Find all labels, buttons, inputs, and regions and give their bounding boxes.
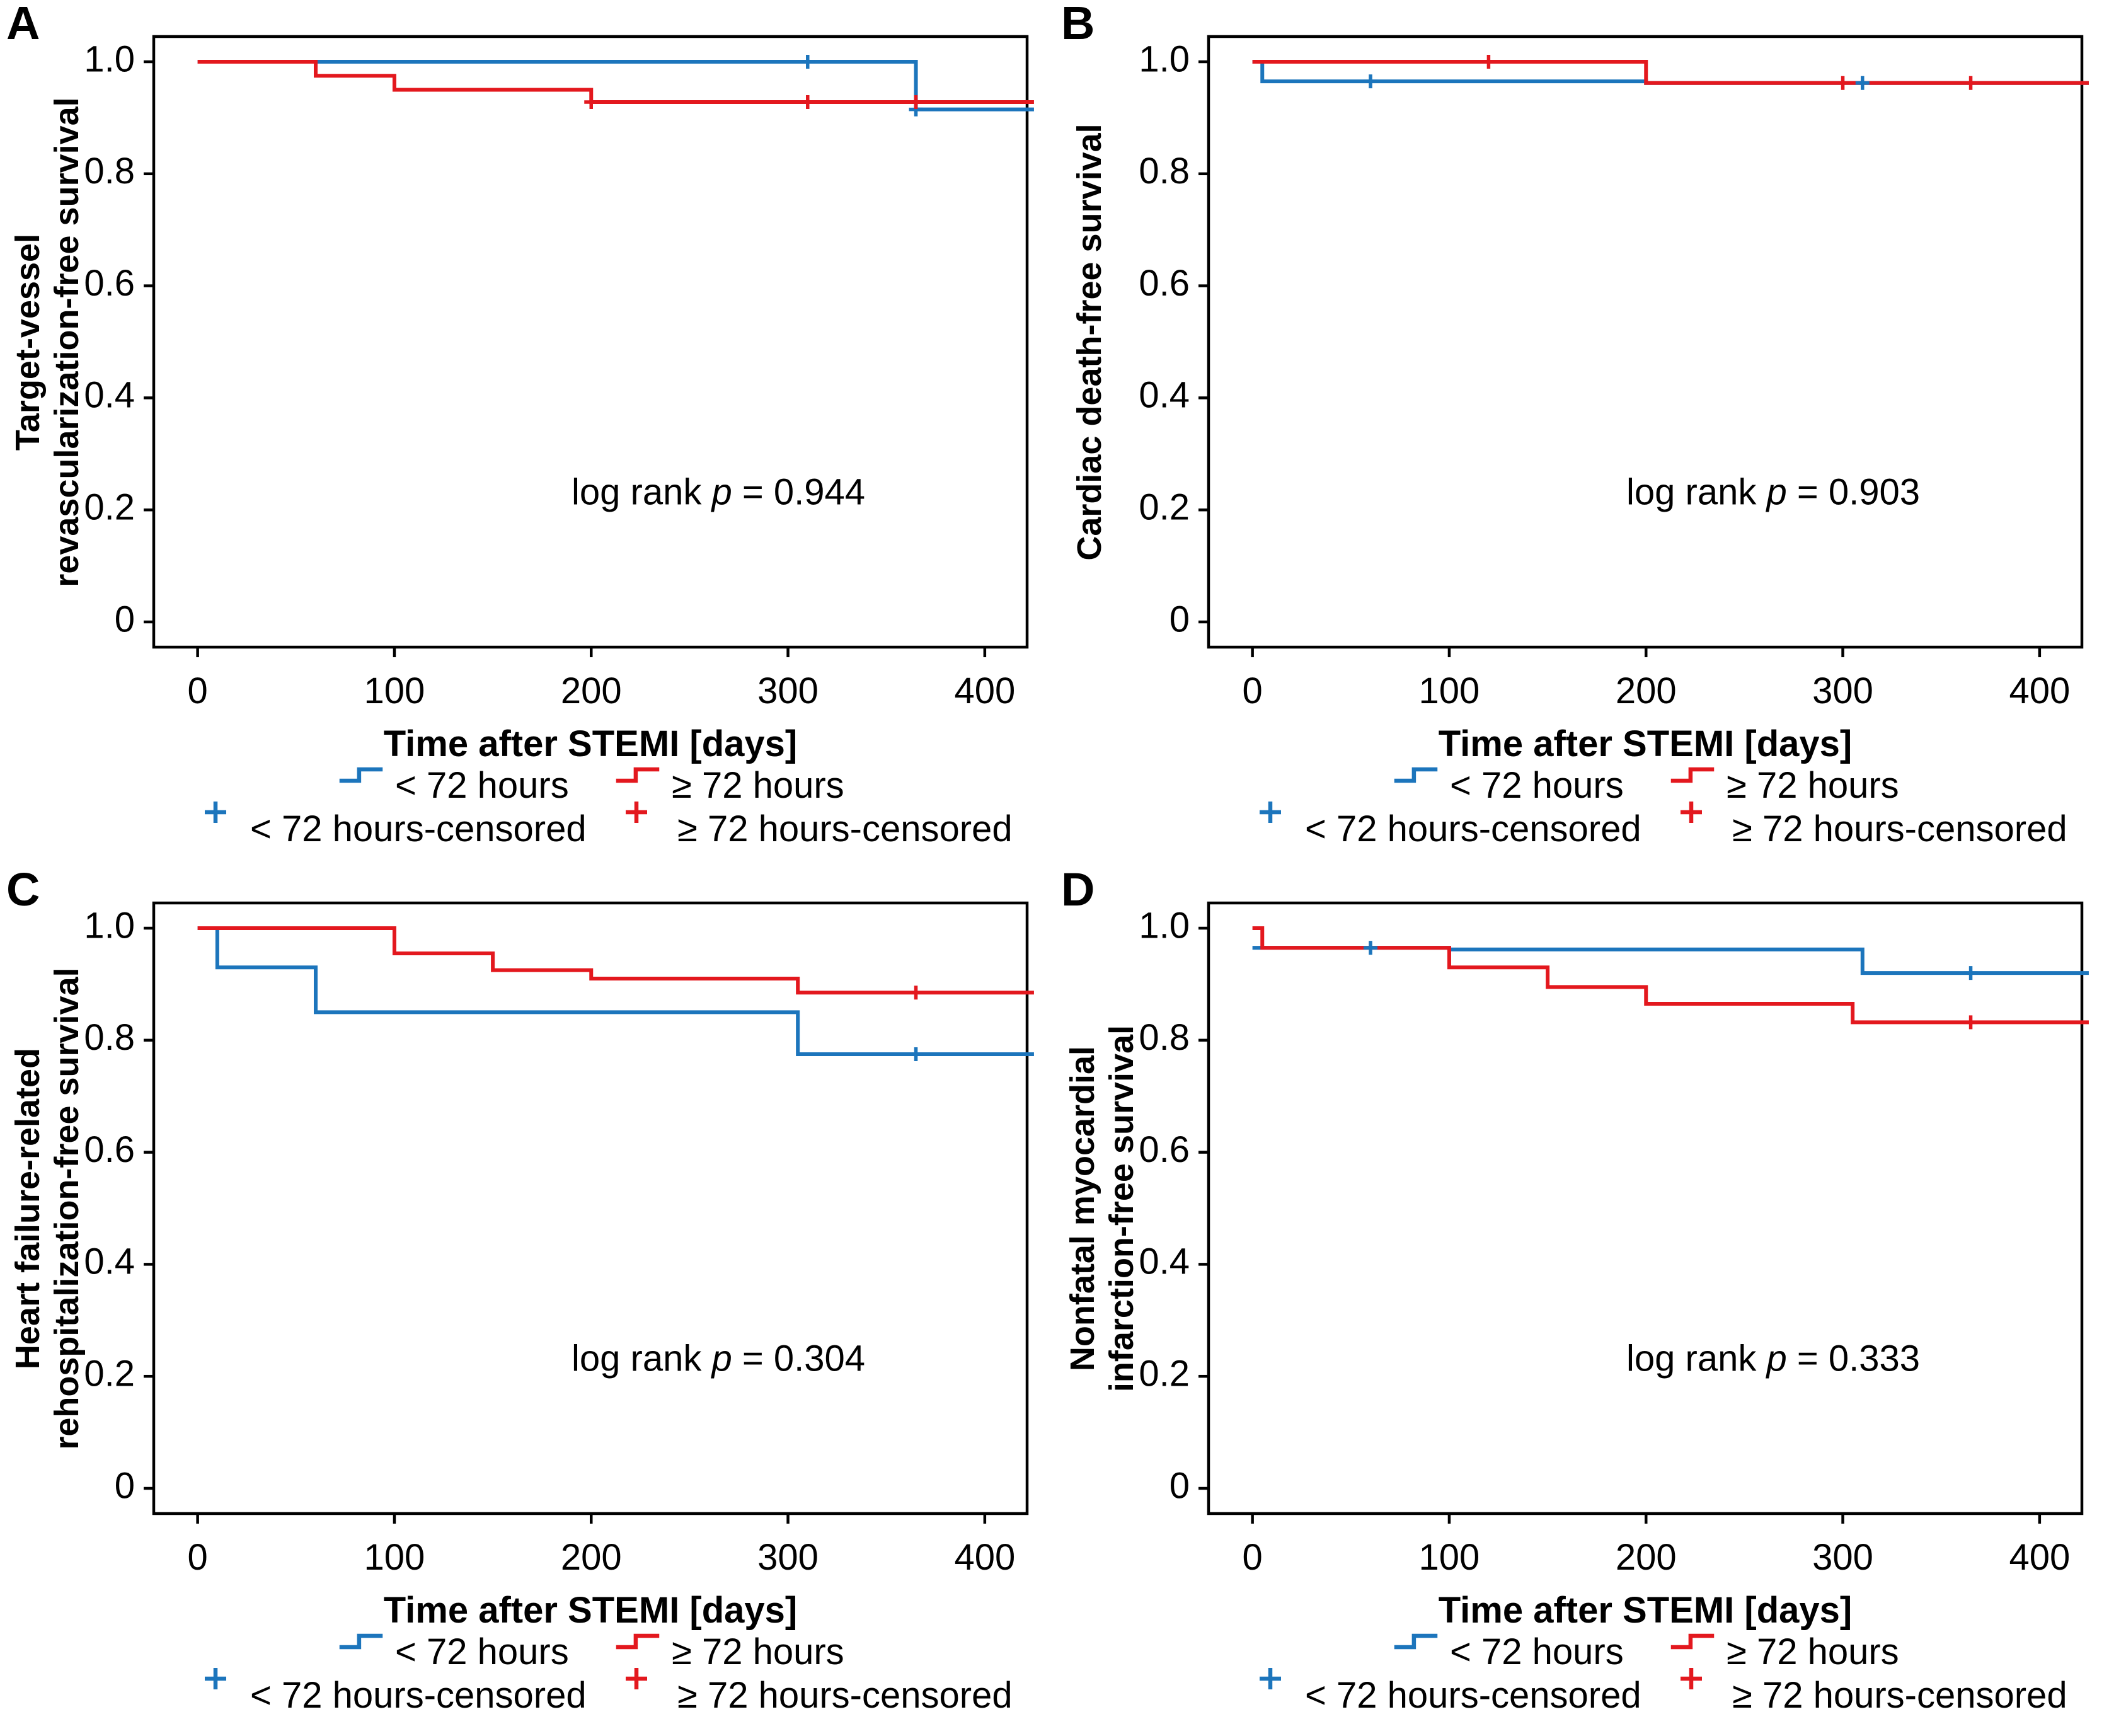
svg-text:400: 400 <box>954 1537 1015 1578</box>
svg-text:0: 0 <box>115 599 135 640</box>
svg-text:< 72 hours: < 72 hours <box>1450 1631 1624 1672</box>
svg-text:0: 0 <box>1243 670 1263 711</box>
svg-text:0.2: 0.2 <box>1139 1354 1190 1394</box>
svg-text:≥ 72 hours-censored: ≥ 72 hours-censored <box>1732 1675 2067 1716</box>
svg-text:1.0: 1.0 <box>84 38 135 79</box>
svg-text:300: 300 <box>1812 1537 1873 1578</box>
svg-text:0.6: 0.6 <box>1139 1129 1190 1170</box>
svg-text:400: 400 <box>2009 1537 2070 1578</box>
svg-text:< 72 hours: < 72 hours <box>1450 765 1624 806</box>
svg-text:0.8: 0.8 <box>84 1017 135 1058</box>
svg-text:log rank p = 0.304: log rank p = 0.304 <box>572 1338 865 1379</box>
svg-text:< 72 hours-censored: < 72 hours-censored <box>250 1675 587 1716</box>
svg-text:≥ 72 hours: ≥ 72 hours <box>1727 765 1899 806</box>
svg-text:0.4: 0.4 <box>1139 375 1190 416</box>
svg-text:100: 100 <box>1419 670 1480 711</box>
svg-text:0.8: 0.8 <box>84 151 135 192</box>
svg-text:< 72 hours: < 72 hours <box>395 765 569 806</box>
svg-text:< 72 hours: < 72 hours <box>395 1631 569 1672</box>
svg-text:0.4: 0.4 <box>84 375 135 416</box>
svg-text:200: 200 <box>561 670 622 711</box>
svg-text:0.4: 0.4 <box>84 1241 135 1282</box>
svg-text:log rank p = 0.333: log rank p = 0.333 <box>1626 1338 1920 1379</box>
svg-text:1.0: 1.0 <box>1139 905 1190 946</box>
svg-text:0: 0 <box>1243 1537 1263 1578</box>
svg-text:1.0: 1.0 <box>84 905 135 946</box>
svg-text:0: 0 <box>188 670 208 711</box>
svg-text:≥ 72 hours-censored: ≥ 72 hours-censored <box>1732 808 2067 849</box>
svg-text:0.2: 0.2 <box>1139 487 1190 528</box>
svg-text:< 72 hours-censored: < 72 hours-censored <box>1305 808 1641 849</box>
svg-text:100: 100 <box>364 1537 425 1578</box>
svg-text:0: 0 <box>1169 599 1190 640</box>
svg-text:≥ 72 hours-censored: ≥ 72 hours-censored <box>677 1675 1013 1716</box>
svg-text:0: 0 <box>1169 1465 1190 1506</box>
svg-text:0.4: 0.4 <box>1139 1241 1190 1282</box>
svg-text:0.2: 0.2 <box>84 487 135 528</box>
svg-text:200: 200 <box>1616 670 1677 711</box>
svg-text:200: 200 <box>1616 1537 1677 1578</box>
svg-text:≥ 72 hours: ≥ 72 hours <box>1727 1631 1899 1672</box>
svg-text:0.6: 0.6 <box>84 1129 135 1170</box>
svg-text:≥ 72 hours: ≥ 72 hours <box>672 1631 844 1672</box>
svg-text:200: 200 <box>561 1537 622 1578</box>
svg-text:≥ 72 hours: ≥ 72 hours <box>672 765 844 806</box>
svg-text:< 72 hours-censored: < 72 hours-censored <box>250 808 587 849</box>
svg-text:log rank p = 0.903: log rank p = 0.903 <box>1626 471 1920 512</box>
svg-text:< 72 hours-censored: < 72 hours-censored <box>1305 1675 1641 1716</box>
svg-text:≥ 72 hours-censored: ≥ 72 hours-censored <box>677 808 1013 849</box>
svg-text:100: 100 <box>364 670 425 711</box>
svg-text:100: 100 <box>1419 1537 1480 1578</box>
svg-text:0.8: 0.8 <box>1139 151 1190 192</box>
svg-text:300: 300 <box>1812 670 1873 711</box>
svg-text:0: 0 <box>115 1465 135 1506</box>
svg-text:0: 0 <box>188 1537 208 1578</box>
svg-text:0.8: 0.8 <box>1139 1017 1190 1058</box>
svg-text:1.0: 1.0 <box>1139 38 1190 79</box>
svg-text:300: 300 <box>757 1537 819 1578</box>
svg-text:0.6: 0.6 <box>1139 263 1190 304</box>
svg-text:0.6: 0.6 <box>84 263 135 304</box>
svg-text:400: 400 <box>954 670 1015 711</box>
svg-text:log rank p = 0.944: log rank p = 0.944 <box>572 471 865 512</box>
svg-text:300: 300 <box>757 670 819 711</box>
svg-text:400: 400 <box>2009 670 2070 711</box>
svg-text:0.2: 0.2 <box>84 1354 135 1394</box>
